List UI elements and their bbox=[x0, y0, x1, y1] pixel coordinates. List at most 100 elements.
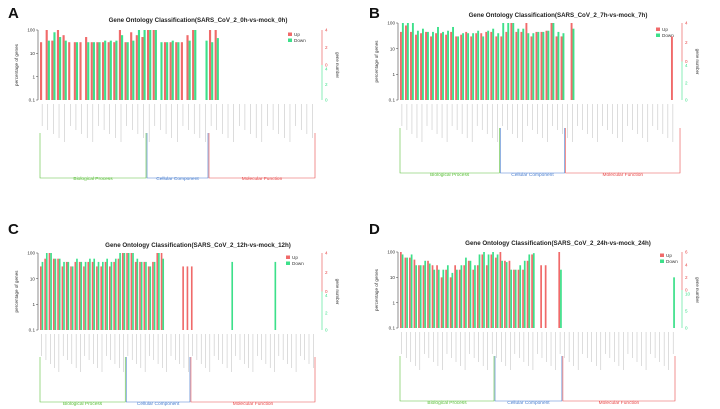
bar-up bbox=[405, 25, 407, 100]
bar-down bbox=[474, 265, 476, 328]
bar-down bbox=[482, 36, 485, 100]
bar-down bbox=[102, 261, 104, 330]
bar-down bbox=[478, 254, 481, 328]
bar-up bbox=[104, 261, 107, 330]
bar-down bbox=[84, 261, 87, 330]
bar-up bbox=[431, 265, 434, 328]
bar-down bbox=[547, 30, 550, 100]
bar-down bbox=[522, 28, 525, 100]
y-right-down-tick-label: 5 bbox=[685, 309, 688, 314]
bar-up bbox=[186, 35, 189, 101]
bar-up bbox=[147, 266, 150, 330]
y-right-down-tick-label: 4 bbox=[325, 293, 328, 298]
y-tick-label: 100 bbox=[387, 250, 395, 255]
bar-up bbox=[526, 260, 529, 328]
legend-swatch bbox=[656, 27, 660, 31]
bar-down bbox=[496, 254, 499, 328]
bar-up bbox=[445, 34, 448, 100]
group-label: Biological Process bbox=[63, 401, 103, 407]
bar-down bbox=[472, 33, 475, 101]
y-right-down-tick-label: 4 bbox=[685, 63, 688, 68]
bar-down bbox=[467, 33, 470, 101]
bar-down bbox=[87, 42, 90, 100]
bar-down bbox=[162, 258, 165, 330]
bar-down bbox=[59, 37, 62, 100]
chart-panel-1: Gene Ontology Classification(SARS_CoV_2_… bbox=[14, 17, 340, 182]
bar-down bbox=[419, 265, 422, 328]
bar-down bbox=[537, 31, 540, 100]
chart-title: Gene Ontology Classification(SARS_CoV_2_… bbox=[109, 17, 288, 24]
chart-panel-4: Gene Ontology Classification(SARS_CoV_2_… bbox=[374, 240, 700, 406]
bar-up bbox=[52, 258, 55, 330]
y-tick-label: 0.1 bbox=[29, 328, 36, 333]
bar-down bbox=[149, 266, 152, 330]
bar-up bbox=[163, 42, 167, 100]
bar-up bbox=[45, 30, 48, 100]
bar-up bbox=[135, 35, 138, 101]
bar-down bbox=[452, 26, 454, 101]
bar-up bbox=[73, 42, 76, 100]
bar-down bbox=[76, 258, 78, 330]
bar-down bbox=[560, 269, 562, 328]
y-tick-label: 1 bbox=[32, 302, 35, 307]
bar-up bbox=[427, 260, 429, 328]
bar-up bbox=[186, 266, 189, 330]
y-tick-label: 0.1 bbox=[389, 326, 396, 331]
legend-swatch bbox=[288, 32, 292, 36]
bar-up bbox=[410, 31, 412, 100]
bar-down bbox=[437, 269, 440, 328]
bar-up bbox=[96, 266, 98, 330]
y-right-down-tick-label: 2 bbox=[325, 82, 328, 87]
bar-up bbox=[96, 42, 99, 100]
y-tick-label: 100 bbox=[27, 28, 35, 33]
y-right-up-tick-label: 2 bbox=[685, 40, 688, 45]
bar-down bbox=[451, 272, 454, 328]
y-axis-right-label: gene number bbox=[695, 49, 700, 75]
y-axis-label: percentage of genes bbox=[14, 270, 19, 313]
group-bracket bbox=[146, 133, 209, 179]
bar-down bbox=[194, 30, 197, 100]
bar-down bbox=[465, 257, 467, 328]
bar-down bbox=[432, 31, 434, 100]
bar-down bbox=[483, 252, 485, 328]
bar-down bbox=[411, 23, 414, 100]
bar-up bbox=[449, 277, 452, 328]
bar-up bbox=[510, 23, 513, 100]
bar-down bbox=[415, 265, 418, 328]
y-right-up-tick-label: 4 bbox=[325, 28, 328, 33]
bar-up bbox=[147, 30, 150, 100]
bar-down bbox=[115, 40, 118, 100]
chart-title: Gene Ontology Classification(SARS_CoV_2_… bbox=[105, 242, 291, 249]
bar-up bbox=[180, 42, 183, 100]
bar-down bbox=[89, 258, 91, 330]
bar-down bbox=[442, 31, 444, 100]
bar-down bbox=[532, 253, 535, 328]
bar-up bbox=[530, 36, 533, 100]
bar-up bbox=[508, 260, 511, 328]
chart-title: Gene Ontology Classification(SARS_CoV_2_… bbox=[465, 240, 651, 247]
bar-up bbox=[425, 31, 427, 100]
bar-up bbox=[440, 33, 443, 101]
bar-up bbox=[400, 252, 402, 328]
bar-down bbox=[154, 30, 157, 100]
bar-up bbox=[413, 259, 416, 328]
bar-up bbox=[544, 265, 547, 328]
bar-up bbox=[182, 266, 184, 330]
bar-up bbox=[558, 252, 561, 328]
group-bracket bbox=[39, 133, 147, 179]
bar-down bbox=[437, 26, 439, 101]
group-label: Molecular Function bbox=[242, 176, 283, 182]
bar-down bbox=[126, 42, 129, 100]
y-right-up-tick-label: 0 bbox=[685, 288, 688, 293]
legend-swatch bbox=[286, 255, 290, 259]
bar-up bbox=[430, 36, 433, 100]
bar-down bbox=[532, 33, 535, 101]
bar-down bbox=[442, 269, 445, 328]
group-label: Molecular Function bbox=[599, 400, 640, 406]
bar-up bbox=[70, 266, 72, 330]
y-right-up-tick-label: 0 bbox=[325, 63, 328, 68]
y-right-up-tick-label: 4 bbox=[685, 21, 688, 26]
bar-down bbox=[132, 40, 135, 100]
y-tick-label: 100 bbox=[387, 21, 395, 26]
bar-down bbox=[136, 258, 139, 330]
